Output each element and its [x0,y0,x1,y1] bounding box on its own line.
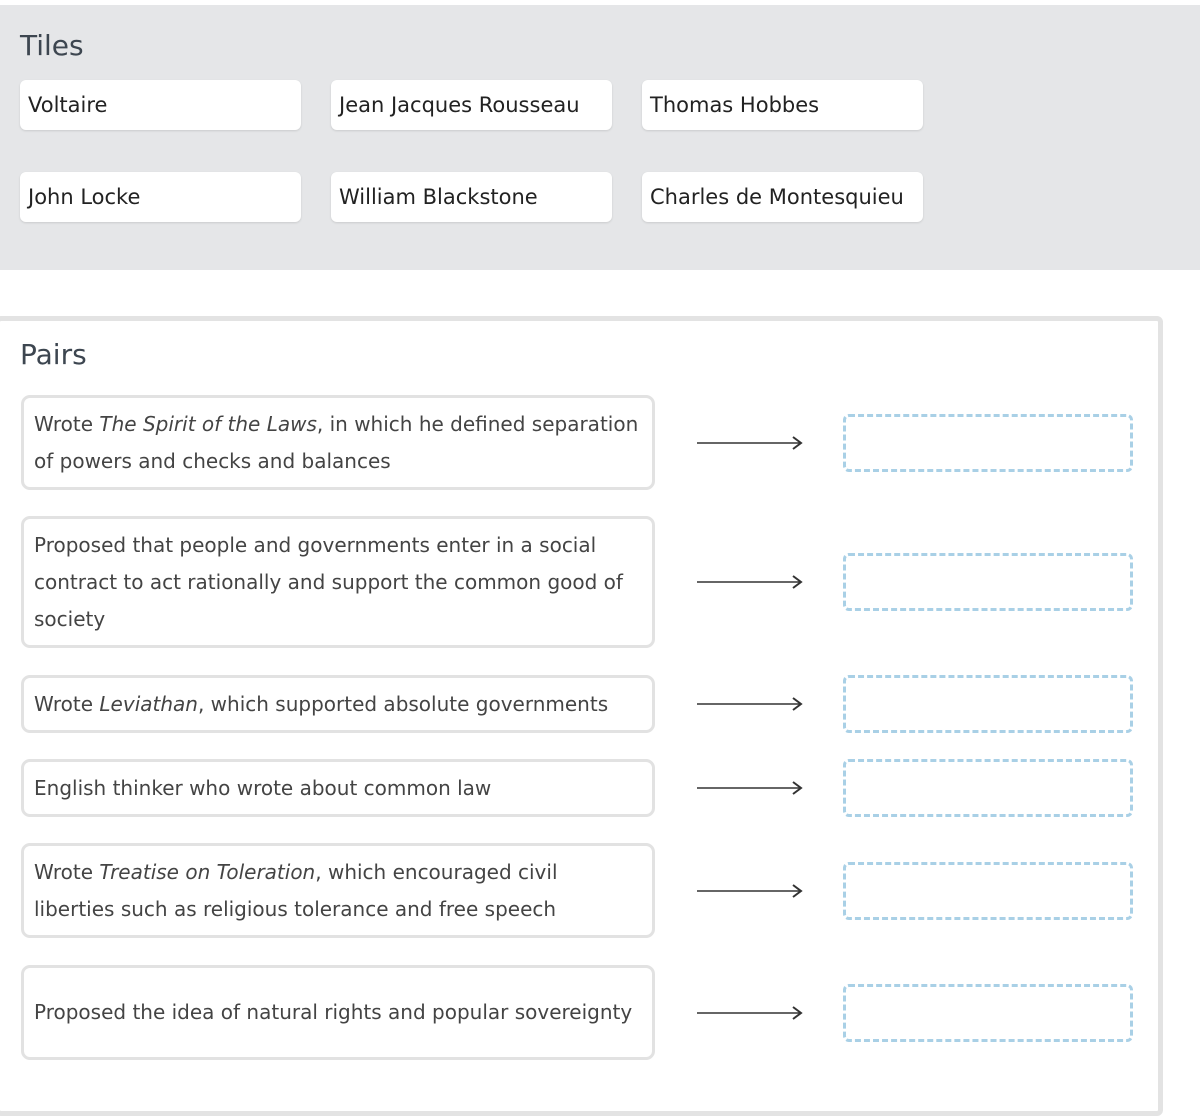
tile-locke[interactable]: John Locke [20,172,301,222]
arrow-right-icon [697,575,803,589]
pair-prompt-text: Proposed that people and governments ent… [34,532,623,631]
pair-prompt-text: Wrote Leviathan, which supported absolut… [34,691,609,716]
pair-prompt: Wrote Leviathan, which supported absolut… [21,675,655,733]
pair-prompt-text: Wrote The Spirit of the Laws, in which h… [34,411,639,473]
tiles-panel: Tiles Voltaire Jean Jacques Rousseau Tho… [0,5,1200,270]
tile-montesquieu[interactable]: Charles de Montesquieu [642,172,923,222]
pair-prompt-text: Proposed the idea of natural rights and … [34,1000,633,1024]
arrow-right-icon [697,697,803,711]
drop-zone[interactable] [843,553,1133,611]
tiles-title: Tiles [20,29,84,62]
pair-prompt: Proposed the idea of natural rights and … [21,965,655,1060]
pair-prompt: English thinker who wrote about common l… [21,759,655,817]
pair-prompt-text: Wrote Treatise on Toleration, which enco… [34,859,558,921]
drop-zone[interactable] [843,413,1133,472]
drop-zone[interactable] [843,861,1133,920]
arrow-right-icon [697,781,803,795]
pairs-title: Pairs [20,338,87,371]
pair-prompt: Wrote The Spirit of the Laws, in which h… [21,395,655,490]
pair-prompt-text: English thinker who wrote about common l… [34,775,492,800]
tile-blackstone[interactable]: William Blackstone [331,172,612,222]
tile-hobbes[interactable]: Thomas Hobbes [642,80,923,130]
pair-prompt: Proposed that people and governments ent… [21,516,655,648]
pair-prompt: Wrote Treatise on Toleration, which enco… [21,843,655,938]
tile-voltaire[interactable]: Voltaire [20,80,301,130]
drop-zone[interactable] [843,675,1133,733]
arrow-right-icon [697,435,803,450]
tile-rousseau[interactable]: Jean Jacques Rousseau [331,80,612,130]
drop-zone[interactable] [843,759,1133,817]
arrow-right-icon [697,883,803,898]
drop-zone[interactable] [843,983,1133,1042]
arrow-right-icon [697,1005,803,1020]
